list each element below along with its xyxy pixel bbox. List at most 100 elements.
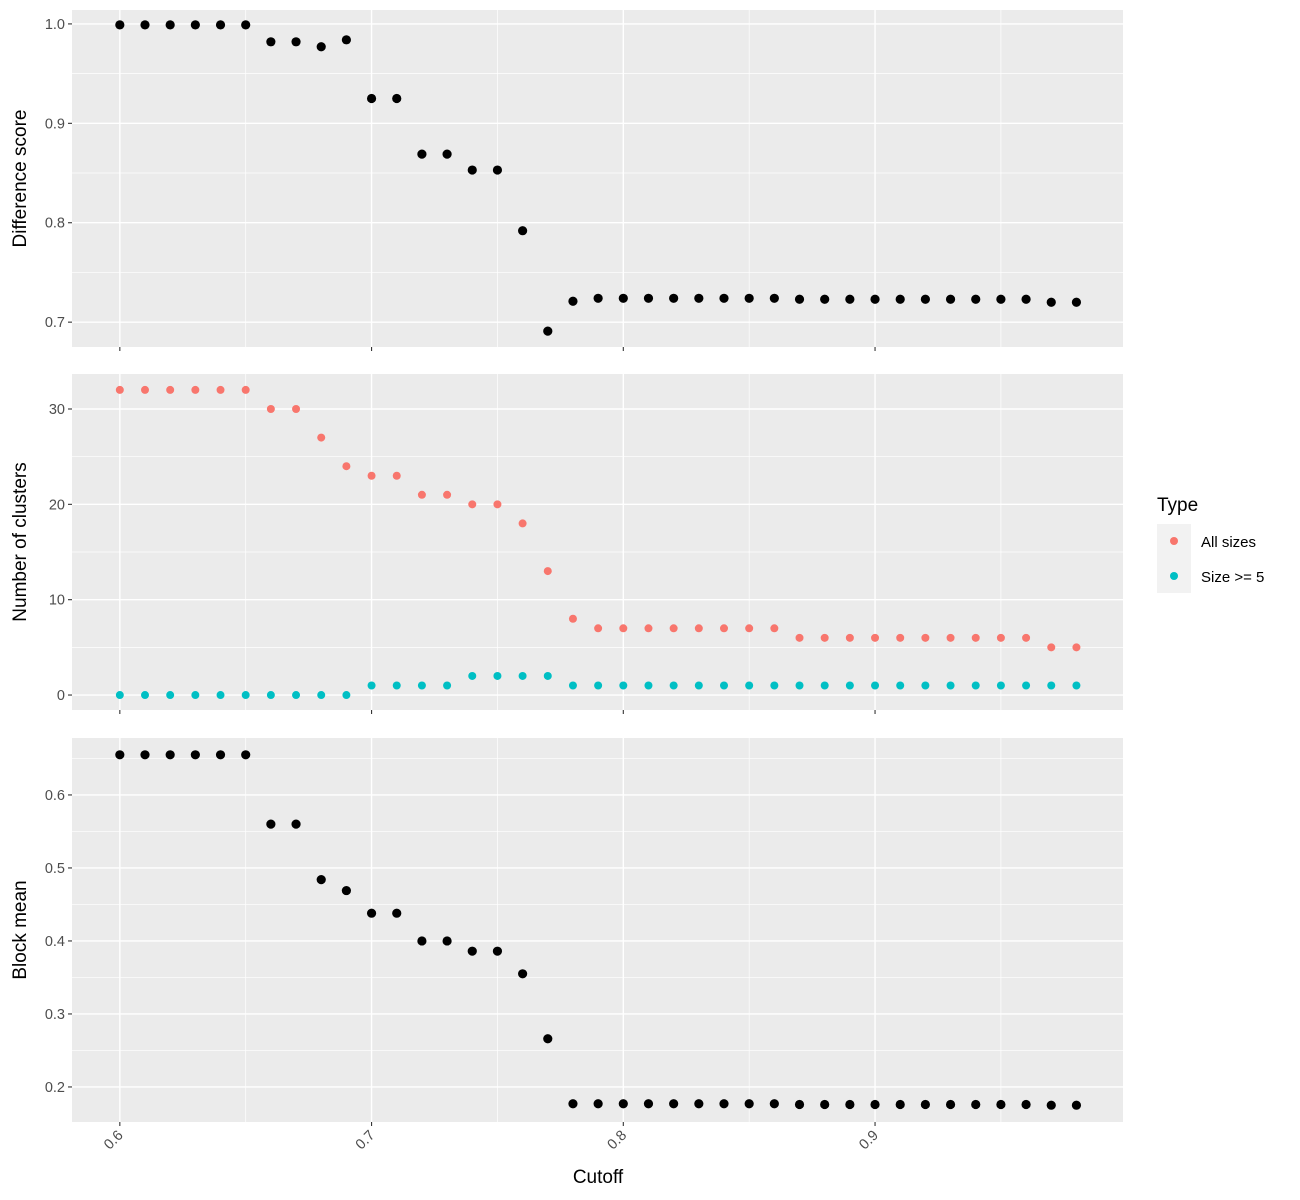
data-point — [115, 750, 125, 760]
data-point — [643, 293, 654, 303]
data-point — [795, 681, 804, 690]
data-point — [191, 385, 200, 394]
data-point — [291, 819, 301, 829]
data-point — [896, 633, 905, 642]
legend: Type All sizes Size >= 5 — [1157, 495, 1264, 593]
data-point — [744, 1099, 754, 1109]
x-axis-label: Cutoff — [573, 1167, 624, 1188]
y-axis-label: Block mean — [10, 880, 31, 979]
data-point — [316, 42, 326, 52]
data-point — [215, 20, 226, 30]
data-point — [820, 633, 829, 642]
data-point — [895, 1099, 905, 1110]
data-point — [770, 624, 779, 633]
data-point — [945, 294, 956, 304]
panel-background — [72, 374, 1123, 710]
data-point — [996, 1099, 1006, 1110]
data-point — [115, 385, 124, 394]
legend-label-all-sizes: All sizes — [1201, 534, 1256, 551]
data-point — [795, 633, 804, 642]
data-point — [971, 633, 980, 642]
data-point — [945, 1099, 956, 1110]
data-point — [1047, 643, 1056, 652]
x-tick-label: 0.9 — [856, 1128, 882, 1154]
data-point — [618, 1099, 628, 1109]
y-tick-label: 0.7 — [45, 315, 65, 331]
data-point — [669, 1099, 679, 1109]
data-point — [417, 681, 426, 690]
data-point — [694, 681, 703, 690]
data-point — [1047, 681, 1056, 690]
data-point — [770, 681, 779, 690]
y-tick-label: 1.0 — [45, 17, 65, 33]
data-point — [870, 294, 880, 304]
y-axis-label: Difference score — [10, 110, 31, 248]
data-point — [518, 519, 527, 528]
data-point — [845, 294, 855, 304]
data-point — [266, 404, 275, 413]
data-point — [694, 1099, 704, 1109]
data-point — [1072, 643, 1081, 652]
y-tick-label: 20 — [49, 497, 65, 513]
y-axis-label: Number of clusters — [10, 462, 31, 621]
data-point — [568, 614, 577, 623]
data-point — [568, 1099, 578, 1109]
data-point — [920, 294, 930, 304]
data-point — [593, 1099, 603, 1109]
data-point — [140, 20, 150, 30]
data-point — [266, 819, 276, 829]
data-point — [367, 471, 376, 480]
panel-3: 0.2 0.3 0.4 0.5 0.6 0.6 0.7 0.8 0.9 Block mean — [10, 738, 1123, 1153]
data-point — [946, 681, 955, 690]
data-point — [190, 20, 200, 30]
data-point — [594, 681, 603, 690]
data-point — [115, 20, 125, 30]
data-point — [241, 20, 251, 30]
legend-key-all-sizes — [1170, 537, 1178, 545]
data-point — [669, 624, 678, 633]
data-point — [543, 326, 553, 336]
data-point — [493, 671, 502, 680]
data-point — [468, 500, 477, 509]
y-tick-label: 0.3 — [45, 1007, 65, 1023]
data-point — [442, 149, 452, 159]
data-point — [719, 293, 729, 303]
data-point — [165, 750, 175, 760]
data-point — [417, 936, 427, 946]
panel-background — [72, 10, 1123, 347]
data-point — [543, 671, 552, 680]
data-point — [694, 293, 704, 303]
data-point — [719, 1099, 729, 1109]
data-point — [266, 691, 275, 700]
data-point — [241, 385, 250, 394]
data-point — [141, 385, 150, 394]
data-point — [971, 681, 980, 690]
data-point — [744, 293, 754, 303]
data-point — [845, 681, 854, 690]
data-point — [140, 750, 150, 760]
data-point — [619, 624, 628, 633]
data-point — [594, 624, 603, 633]
data-point — [820, 681, 829, 690]
data-point — [996, 681, 1005, 690]
data-point — [417, 149, 427, 159]
data-point — [568, 296, 578, 306]
y-tick-label: 10 — [49, 593, 65, 609]
data-point — [745, 624, 754, 633]
data-point — [1022, 681, 1031, 690]
data-point — [141, 691, 150, 700]
data-point — [292, 691, 301, 700]
data-point — [669, 681, 678, 690]
data-point — [921, 681, 930, 690]
data-point — [518, 671, 527, 680]
data-point — [1021, 294, 1031, 304]
data-point — [794, 294, 805, 304]
data-point — [896, 681, 905, 690]
data-point — [820, 294, 830, 304]
y-tick-label: 0 — [57, 688, 65, 704]
y-tick-label: 0.2 — [45, 1080, 65, 1096]
data-point — [241, 750, 251, 760]
data-point — [1021, 1099, 1031, 1110]
data-point — [946, 633, 955, 642]
